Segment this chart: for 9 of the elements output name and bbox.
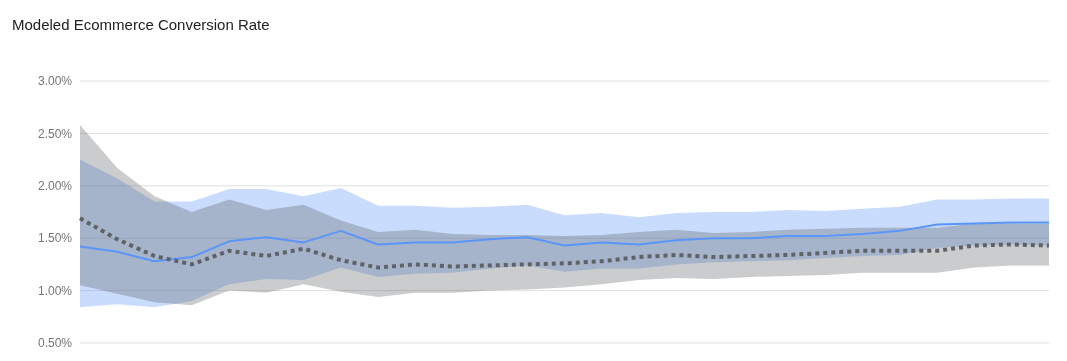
y-tick-label: 1.00%	[37, 283, 73, 298]
y-tick-label: 2.00%	[37, 179, 73, 194]
y-tick-label: 3.00%	[37, 74, 73, 89]
y-tick-label: 2.50%	[37, 126, 73, 141]
y-tick-label: 1.50%	[37, 231, 73, 246]
chart-title: Modeled Ecommerce Conversion Rate	[11, 15, 271, 35]
line-series	[79, 221, 1050, 263]
line-series	[78, 216, 1051, 270]
y-tick-label: 0.50%	[37, 336, 73, 351]
